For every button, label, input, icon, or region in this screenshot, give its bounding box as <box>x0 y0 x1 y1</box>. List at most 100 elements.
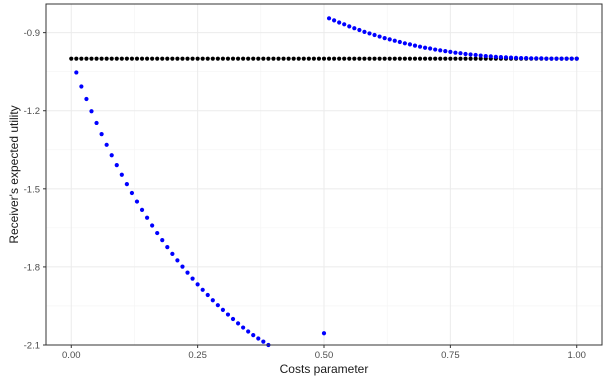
data-point <box>104 142 109 147</box>
data-point <box>205 292 210 298</box>
data-point <box>392 38 397 43</box>
data-point <box>134 56 140 61</box>
data-point <box>392 56 397 61</box>
data-point <box>417 56 423 61</box>
data-point <box>205 56 210 61</box>
data-point <box>170 251 175 256</box>
data-point <box>119 172 124 177</box>
data-point <box>79 56 84 61</box>
data-point <box>438 48 443 53</box>
data-point <box>417 44 423 49</box>
x-axis-title: Costs parameter <box>280 362 369 376</box>
data-point <box>407 56 413 61</box>
data-point <box>230 56 236 61</box>
data-point <box>119 56 124 61</box>
data-point <box>342 22 347 27</box>
data-point <box>220 56 226 61</box>
data-point <box>311 56 316 61</box>
data-point <box>129 190 135 196</box>
data-point <box>84 56 89 61</box>
data-point <box>195 282 200 287</box>
data-point <box>569 56 574 61</box>
data-point <box>554 56 559 61</box>
data-point <box>74 70 79 75</box>
data-point <box>195 56 200 61</box>
y-tick-label: -1.8 <box>24 262 40 273</box>
data-point <box>256 336 261 341</box>
data-point <box>549 56 554 61</box>
data-point <box>139 207 145 213</box>
data-point <box>387 37 392 42</box>
x-tick-label: 0.75 <box>441 350 460 361</box>
data-point <box>94 120 99 126</box>
y-axis-title: Receiver's expected utility <box>7 105 21 243</box>
data-point <box>428 56 433 61</box>
data-point <box>524 56 529 61</box>
data-point <box>544 56 549 61</box>
x-tick-label: 1.00 <box>567 350 586 361</box>
data-point <box>422 56 428 61</box>
data-point <box>114 163 119 168</box>
data-point <box>529 56 534 61</box>
data-point <box>241 325 246 330</box>
data-point <box>185 56 190 61</box>
data-point <box>99 132 104 137</box>
data-point <box>539 56 544 61</box>
data-point <box>433 47 438 52</box>
grid <box>46 4 602 346</box>
data-point <box>453 50 458 55</box>
data-point <box>498 55 504 60</box>
data-point <box>519 56 524 61</box>
data-point <box>508 55 514 60</box>
data-point <box>261 339 266 344</box>
data-point <box>402 41 407 46</box>
data-point <box>251 333 256 338</box>
data-point <box>165 56 170 61</box>
data-point <box>412 56 418 61</box>
data-point <box>372 32 377 38</box>
data-point <box>316 56 322 61</box>
data-point <box>372 56 377 61</box>
axes: 0.00 0.25 0.50 0.75 1.00 -0.9 -1.2 -1.5 -1.8 -2.1 <box>24 28 586 361</box>
data-point <box>170 56 175 61</box>
data-point <box>225 312 231 317</box>
x-tick-label: 0.50 <box>315 350 334 361</box>
data-point <box>190 276 195 281</box>
data-point <box>271 56 276 61</box>
data-point <box>352 26 357 31</box>
data-point <box>256 56 261 61</box>
data-point <box>438 56 443 61</box>
data-point <box>382 36 387 41</box>
data-point <box>382 56 387 61</box>
data-point <box>79 84 84 89</box>
data-point <box>402 56 407 61</box>
data-point <box>478 56 483 61</box>
data-point <box>377 56 382 61</box>
data-point <box>185 270 190 275</box>
data-point <box>493 54 498 59</box>
data-point <box>69 56 74 61</box>
x-tick-label: 0.25 <box>188 350 207 361</box>
data-point <box>453 56 458 61</box>
data-point <box>321 56 327 61</box>
data-point <box>347 24 352 29</box>
data-point <box>94 56 99 61</box>
data-point <box>306 56 311 61</box>
data-point <box>397 39 402 45</box>
y-tick-label: -2.1 <box>24 341 40 352</box>
data-point <box>448 49 453 54</box>
data-point <box>215 56 220 61</box>
y-tick-label: -1.2 <box>24 106 40 117</box>
data-point <box>235 56 241 61</box>
data-point <box>266 56 271 61</box>
data-point <box>412 43 418 48</box>
data-point <box>89 109 94 114</box>
data-point <box>200 56 205 61</box>
data-point <box>160 237 165 243</box>
data-point <box>397 56 402 61</box>
data-point <box>463 51 468 57</box>
data-point <box>357 27 362 33</box>
data-point <box>160 56 165 61</box>
data-point <box>337 20 342 25</box>
